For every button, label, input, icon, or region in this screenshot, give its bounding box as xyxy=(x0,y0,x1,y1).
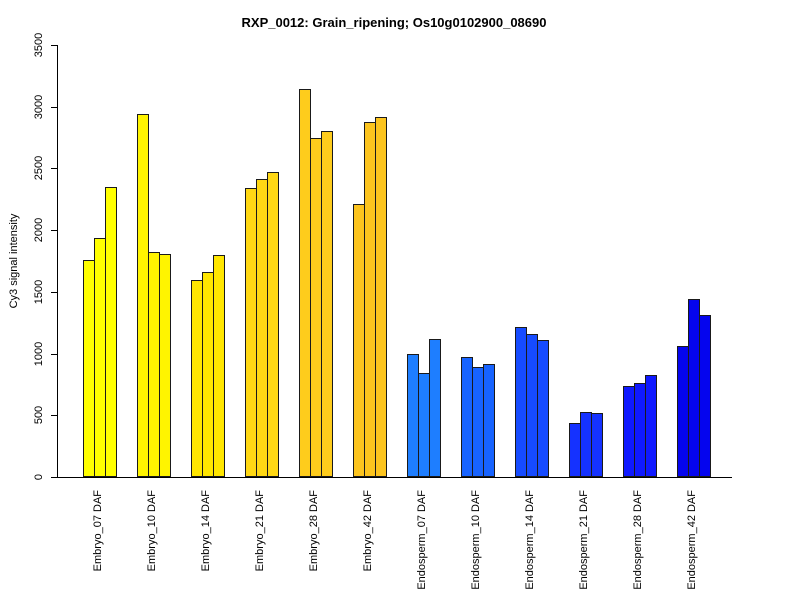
y-axis-tick-label: 500 xyxy=(33,406,45,425)
bar-group xyxy=(299,45,333,477)
x-axis-category-label: Endosperm_14 DAF xyxy=(524,490,536,590)
y-axis-title: Cy3 signal intensity xyxy=(8,213,20,309)
bar-group xyxy=(245,45,279,477)
bar-group xyxy=(569,45,603,477)
y-axis-tick-label: 1500 xyxy=(33,279,45,305)
bar-group xyxy=(461,45,495,477)
bar xyxy=(591,412,603,477)
y-axis-tick-label: 0 xyxy=(33,473,45,481)
y-axis-tick xyxy=(51,106,57,108)
bar xyxy=(537,340,549,477)
bar-group xyxy=(137,45,171,477)
bar xyxy=(645,375,657,477)
bar-group xyxy=(515,45,549,477)
y-axis-tick xyxy=(51,353,57,355)
bar-group xyxy=(83,45,117,477)
bar-group xyxy=(353,45,387,477)
x-axis-category-label: Endosperm_07 DAF xyxy=(416,490,428,590)
bar xyxy=(105,186,117,477)
y-axis-tick xyxy=(51,291,57,293)
y-axis-tick-label: 3500 xyxy=(33,32,45,58)
x-axis-category-label: Embryo_28 DAF xyxy=(308,490,320,572)
bar xyxy=(483,364,495,477)
bar xyxy=(213,254,225,477)
y-axis-tick xyxy=(51,415,57,417)
y-axis-tick xyxy=(51,477,57,478)
y-axis-tick xyxy=(51,45,57,46)
bar-group xyxy=(191,45,225,477)
bar xyxy=(267,171,279,477)
x-axis-category-label: Endosperm_28 DAF xyxy=(632,490,644,590)
chart-title: RXP_0012: Grain_ripening; Os10g0102900_0… xyxy=(241,15,547,30)
plot-area xyxy=(57,45,732,478)
x-axis-category-label: Embryo_42 DAF xyxy=(362,490,374,572)
x-axis-category-label: Embryo_07 DAF xyxy=(92,490,104,572)
x-axis-category-label: Endosperm_42 DAF xyxy=(686,490,698,590)
x-axis-category-label: Embryo_10 DAF xyxy=(146,490,158,572)
y-axis-tick-label: 1000 xyxy=(33,341,45,366)
bar xyxy=(321,130,333,477)
y-axis-tick-label: 3000 xyxy=(33,94,45,119)
x-axis-category-label: Embryo_14 DAF xyxy=(200,490,212,572)
y-axis-tick xyxy=(51,168,57,170)
bar xyxy=(159,253,171,477)
y-axis-tick xyxy=(51,230,57,232)
x-axis-category-label: Embryo_21 DAF xyxy=(254,490,266,572)
y-axis-tick-label: 2500 xyxy=(33,156,45,181)
x-axis-category-label: Endosperm_10 DAF xyxy=(470,490,482,590)
bar-group xyxy=(407,45,441,477)
y-axis-tick-label: 2000 xyxy=(33,217,45,243)
bar-group xyxy=(623,45,657,477)
bar xyxy=(375,117,387,477)
bar-group xyxy=(677,45,711,477)
bar xyxy=(429,338,441,477)
bar xyxy=(699,314,711,477)
x-axis-category-label: Endosperm_21 DAF xyxy=(578,490,590,590)
